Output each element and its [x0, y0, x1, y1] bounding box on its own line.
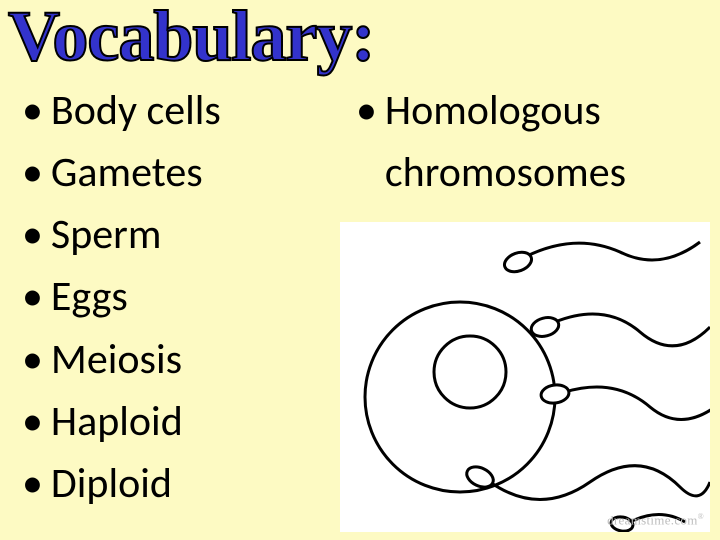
- bullet-icon: •: [22, 142, 43, 204]
- list-item: •Meiosis: [22, 329, 352, 391]
- item-text: Homologous chromosomes: [385, 80, 712, 204]
- bullet-icon: •: [356, 80, 377, 204]
- item-text: Haploid: [51, 391, 183, 453]
- bullet-icon: •: [22, 266, 43, 328]
- list-item: •Haploid: [22, 391, 352, 453]
- list-item: •Diploid: [22, 453, 352, 515]
- item-text: Gametes: [51, 142, 203, 204]
- bullet-icon: •: [22, 329, 43, 391]
- watermark-text: dreamstime.com®: [607, 512, 704, 528]
- bullet-icon: •: [22, 453, 43, 515]
- left-column: •Body cells •Gametes •Sperm •Eggs •Meios…: [22, 80, 352, 515]
- list-item: •Sperm: [22, 204, 352, 266]
- item-text: Meiosis: [51, 329, 182, 391]
- list-item: •Homologous chromosomes: [356, 80, 712, 204]
- bullet-icon: •: [22, 80, 43, 142]
- bullet-icon: •: [22, 391, 43, 453]
- item-text: Eggs: [51, 266, 128, 328]
- list-item: •Gametes: [22, 142, 352, 204]
- page-title: Vocabulary:: [0, 0, 720, 72]
- list-item: •Body cells: [22, 80, 352, 142]
- bullet-icon: •: [22, 204, 43, 266]
- fertilization-illustration: dreamstime.com®: [340, 222, 710, 532]
- list-item: •Eggs: [22, 266, 352, 328]
- item-text: Sperm: [51, 204, 161, 266]
- item-text: Diploid: [51, 453, 172, 515]
- egg-sperm-svg: [340, 222, 710, 532]
- item-text: Body cells: [51, 80, 221, 142]
